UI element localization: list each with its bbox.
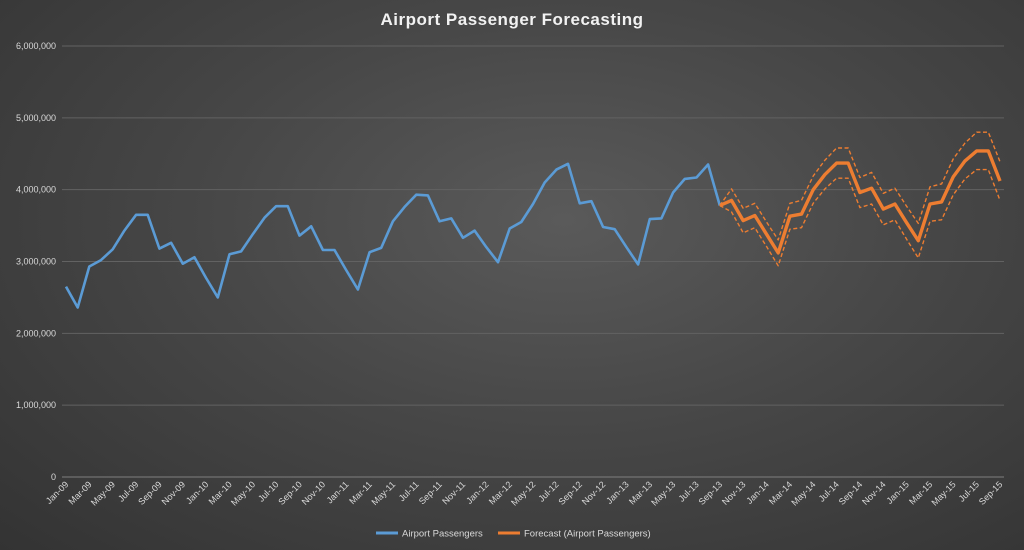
- x-tick-label: Jan-13: [604, 479, 631, 506]
- x-tick-label: Sep-14: [837, 479, 865, 507]
- y-axis-ticks: 0 1,000,000 2,000,000 3,000,000 4,000,000 5,0…: [16, 41, 56, 482]
- y-tick-label: 5,000,000: [16, 113, 56, 123]
- x-tick-label: May-14: [789, 479, 817, 507]
- x-tick-label: May-13: [649, 479, 677, 507]
- x-tick-label: Sep-13: [697, 479, 725, 507]
- x-tick-label: Sep-10: [276, 479, 304, 507]
- x-tick-label: Nov-10: [300, 479, 328, 507]
- x-tick-label: Nov-09: [160, 479, 188, 507]
- x-tick-label: Jan-11: [325, 479, 351, 505]
- y-tick-label: 1,000,000: [16, 400, 56, 410]
- x-tick-label: Jan-12: [464, 479, 491, 506]
- series-line-forecast: [719, 149, 1002, 255]
- x-tick-label: Jan-09: [44, 479, 71, 506]
- chart-title: Airport Passenger Forecasting: [380, 10, 644, 29]
- x-tick-label: Nov-12: [580, 479, 608, 507]
- gridlines: [62, 45, 1004, 478]
- x-tick-label: Nov-14: [860, 479, 888, 507]
- x-tick-label: Sep-15: [977, 479, 1005, 507]
- x-tick-label: Sep-12: [557, 479, 585, 507]
- x-tick-label: Jan-14: [744, 479, 771, 506]
- x-axis-ticks: Jan-09Mar-09May-09Jul-09Sep-09Nov-09Jan-…: [44, 479, 1005, 507]
- series-line-airport-passengers: [64, 162, 722, 309]
- y-tick-label: 2,000,000: [16, 328, 56, 338]
- forecast-bound-lower: [719, 168, 1001, 267]
- x-tick-label: Sep-09: [136, 479, 164, 507]
- x-tick-label: Jan-10: [184, 479, 211, 506]
- y-tick-label: 0: [51, 472, 56, 482]
- x-tick-label: May-15: [929, 479, 957, 507]
- x-tick-label: Nov-11: [440, 479, 467, 506]
- legend-label: Forecast (Airport Passengers): [524, 529, 651, 540]
- y-tick-label: 3,000,000: [16, 257, 56, 267]
- x-tick-label: May-09: [89, 479, 117, 507]
- x-tick-label: May-12: [509, 479, 537, 507]
- legend: Airport Passengers Forecast (Airport Pass…: [376, 529, 651, 540]
- forecast-bound-upper: [719, 131, 1001, 241]
- x-tick-label: May-11: [369, 479, 397, 507]
- x-tick-label: Sep-11: [417, 479, 444, 506]
- legend-label: Airport Passengers: [402, 529, 483, 540]
- x-tick-label: Jan-15: [884, 479, 911, 506]
- y-tick-label: 6,000,000: [16, 41, 56, 51]
- x-tick-label: May-10: [229, 479, 257, 507]
- x-tick-label: Nov-13: [720, 479, 748, 507]
- x-tick-label: Mar-11: [347, 479, 374, 506]
- y-tick-label: 4,000,000: [16, 185, 56, 195]
- series-lines: [64, 131, 1002, 309]
